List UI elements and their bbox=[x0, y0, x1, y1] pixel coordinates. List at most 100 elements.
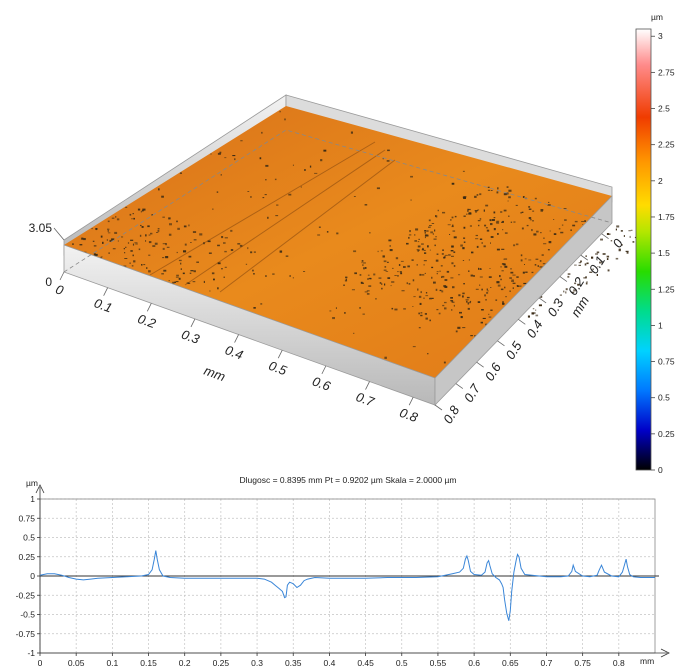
x-tick-mark bbox=[103, 287, 109, 296]
surface-pit bbox=[500, 288, 504, 291]
surface-pit bbox=[513, 244, 516, 247]
surface-pit bbox=[511, 279, 514, 281]
surface-pit bbox=[451, 216, 454, 219]
surface-pit bbox=[615, 257, 619, 260]
surface-pit bbox=[361, 261, 363, 264]
surface-pit bbox=[397, 271, 399, 273]
surface-pit bbox=[424, 230, 427, 232]
surface-pit bbox=[479, 238, 483, 240]
surface-pit bbox=[451, 255, 454, 257]
surface-pit bbox=[140, 211, 142, 213]
surface-pit bbox=[79, 244, 83, 246]
surface-pit bbox=[468, 270, 470, 272]
surface-pit bbox=[336, 232, 339, 235]
surface-pit bbox=[485, 227, 488, 229]
surface-pit bbox=[429, 225, 432, 226]
surface-pit bbox=[502, 229, 504, 231]
surface-pit bbox=[230, 249, 234, 251]
surface-pit bbox=[368, 285, 372, 287]
surface-pit bbox=[503, 263, 506, 266]
surface-pit bbox=[592, 268, 594, 270]
surface-pit bbox=[424, 232, 426, 234]
surface-pit bbox=[107, 228, 110, 230]
surface-pit bbox=[168, 217, 171, 220]
surface-pit bbox=[429, 297, 432, 299]
surface-pit bbox=[413, 296, 416, 298]
surface-pit bbox=[462, 292, 465, 295]
surface-pit bbox=[600, 238, 603, 241]
y-tick-mark bbox=[538, 297, 547, 304]
surface-pit bbox=[480, 321, 483, 324]
surface-pit bbox=[392, 267, 394, 269]
surface-pit bbox=[538, 304, 542, 307]
surface-pit bbox=[422, 247, 424, 250]
surface-pit bbox=[279, 250, 283, 253]
surface-pit bbox=[124, 252, 126, 254]
surface-pit bbox=[500, 211, 503, 213]
surface-pit bbox=[212, 208, 214, 210]
surface-pit bbox=[169, 223, 172, 226]
surface-pit bbox=[563, 290, 565, 293]
surface-pit bbox=[230, 229, 233, 232]
surface-pit bbox=[543, 237, 545, 239]
y-axis-unit-label: mm bbox=[568, 293, 592, 319]
surface-pit bbox=[410, 175, 413, 178]
surface-pit bbox=[495, 299, 498, 301]
surface-pit bbox=[369, 232, 371, 234]
surface-pit bbox=[250, 251, 253, 254]
surface-pit bbox=[629, 235, 631, 238]
surface-pit bbox=[439, 270, 441, 272]
y-tick-mark bbox=[559, 276, 568, 282]
surface-pit bbox=[403, 266, 406, 268]
y-tick-label: 0.6 bbox=[482, 360, 505, 384]
surface-pit bbox=[175, 276, 179, 278]
x-tick-label: 0.6 bbox=[468, 658, 480, 668]
surface-pit bbox=[217, 244, 220, 247]
surface-pit bbox=[477, 220, 481, 222]
surface-pit bbox=[386, 160, 390, 162]
surface-pit bbox=[468, 212, 472, 215]
surface-pit bbox=[417, 250, 419, 252]
surface-pit bbox=[512, 287, 514, 289]
surface-pit bbox=[304, 169, 306, 171]
surface-pit bbox=[383, 269, 387, 271]
surface-pit bbox=[252, 269, 254, 272]
surface-pit bbox=[429, 298, 432, 300]
surface-pit bbox=[353, 196, 356, 197]
surface-pit bbox=[124, 258, 128, 259]
surface-pit bbox=[469, 301, 471, 304]
y-tick-label: 0.8 bbox=[440, 402, 463, 426]
surface-pit bbox=[279, 110, 281, 113]
surface-pit bbox=[326, 231, 329, 233]
y-tick-label: 0.75 bbox=[18, 513, 35, 523]
surface-pit bbox=[366, 290, 370, 292]
surface-pit bbox=[375, 298, 377, 300]
surface-pit bbox=[353, 250, 357, 253]
surface-pit bbox=[409, 230, 411, 233]
surface-pit bbox=[501, 221, 504, 223]
surface-pit bbox=[106, 239, 108, 241]
surface-pit bbox=[425, 295, 429, 297]
surface-pit bbox=[272, 273, 275, 275]
surface-pit bbox=[186, 282, 189, 284]
surface-pit bbox=[176, 220, 178, 223]
surface-pit bbox=[431, 297, 434, 299]
surface-pit bbox=[520, 212, 522, 214]
surface-pit bbox=[265, 179, 267, 181]
surface-pit bbox=[163, 269, 167, 272]
y-tick-label: 0.7 bbox=[461, 381, 484, 405]
surface-pit bbox=[224, 250, 227, 253]
surface-pit bbox=[240, 140, 243, 142]
surface-pit bbox=[116, 218, 120, 221]
surface-pit bbox=[606, 233, 609, 235]
surface-pit bbox=[165, 243, 167, 246]
surface-pit bbox=[432, 233, 434, 235]
surface-pit bbox=[482, 317, 486, 319]
surface-pit bbox=[439, 289, 442, 292]
surface-pit bbox=[528, 206, 531, 208]
surface-pit bbox=[367, 278, 369, 280]
surface-pit bbox=[378, 277, 382, 279]
surface-pit bbox=[484, 224, 487, 227]
surface-pit bbox=[398, 264, 401, 266]
surface-pit bbox=[425, 317, 428, 320]
